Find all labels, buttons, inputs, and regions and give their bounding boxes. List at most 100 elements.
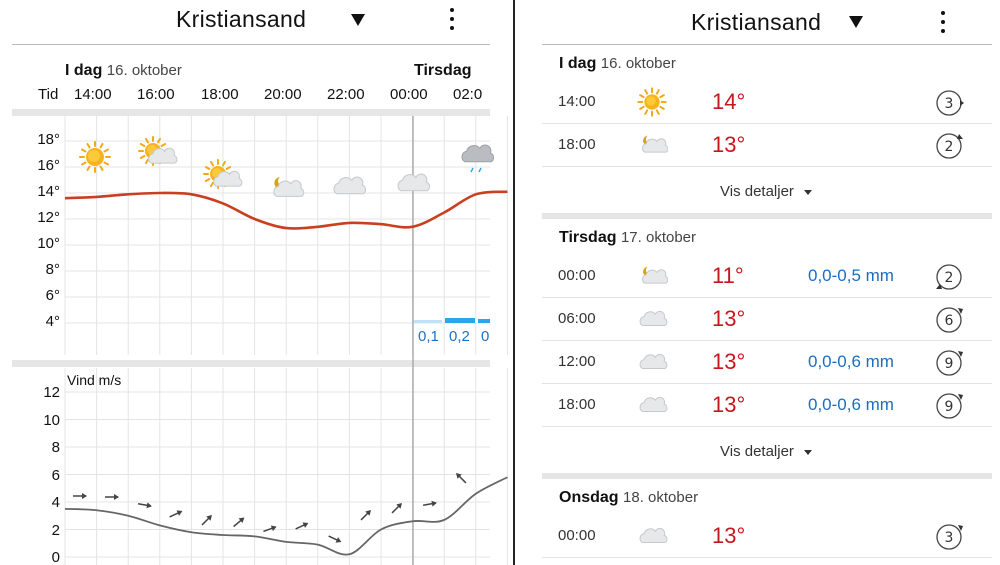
partly-sunny-icon <box>203 159 243 189</box>
svg-text:3: 3 <box>945 530 954 546</box>
location-title[interactable]: Kristiansand <box>691 9 822 35</box>
row-time: 18:00 <box>558 396 596 413</box>
forecast-row[interactable]: 06:00 13° 6 <box>542 298 992 341</box>
precip-label: 0,2 <box>449 328 470 345</box>
time-axis-label: Tid <box>38 86 59 103</box>
wind-direction-icon: 2 <box>936 264 962 290</box>
row-temperature: 13° <box>712 523 746 548</box>
row-time: 00:00 <box>558 267 596 284</box>
temp-y-tick: 14° <box>37 183 60 200</box>
wind-direction-icon: 3 <box>936 524 963 550</box>
time-label: 02:0 <box>453 86 483 103</box>
temp-y-tick: 4° <box>45 313 60 330</box>
svg-text:9: 9 <box>945 356 954 372</box>
precip-label: 0,1 <box>418 328 439 345</box>
precip-bar <box>478 319 490 323</box>
forecast-row[interactable]: 18:00 13° 2 <box>542 124 992 167</box>
wind-arrow-icon <box>137 502 152 509</box>
moon-cloud-icon <box>642 135 668 153</box>
wind-arrow-icon <box>169 510 183 518</box>
wind-arrow-icon <box>105 494 119 500</box>
moon-cloud-icon <box>642 135 668 153</box>
temp-y-tick: 8° <box>45 261 60 278</box>
row-temperature: 14° <box>712 89 746 114</box>
wind-direction-icon: 9 <box>936 393 963 419</box>
day-heading-today: I dag 16. oktober <box>65 62 182 79</box>
wind-y-tick: 6 <box>51 467 60 484</box>
row-temperature: 13° <box>712 349 746 374</box>
row-time: 06:00 <box>558 310 596 327</box>
wind-arrow-icon <box>422 500 437 507</box>
day-heading-tuesday: Tirsdag 17. oktober <box>559 229 697 246</box>
weather-symbols <box>79 136 495 197</box>
cloud-icon <box>639 396 668 413</box>
chevron-down-icon <box>803 189 812 195</box>
forecast-list-panel: Kristiansand I dag 16. oktober 14:00 14°… <box>515 0 1000 565</box>
cloud-icon <box>639 310 668 327</box>
wind-chart-title: Vind m/s <box>67 372 122 388</box>
row-temperature: 11° <box>712 263 744 288</box>
cloud-icon <box>333 176 367 195</box>
forecast-row[interactable]: 12:00 13° 0,0-0,6 mm 9 <box>542 341 992 384</box>
temperature-line <box>64 190 508 230</box>
row-temperature: 13° <box>712 132 746 157</box>
wind-arrow-icon <box>201 515 212 526</box>
wind-y-tick: 0 <box>51 549 60 565</box>
wind-arrow-icon <box>263 525 277 533</box>
wind-arrow-icon <box>295 522 309 530</box>
time-label: 22:00 <box>327 86 365 103</box>
row-time: 18:00 <box>558 136 596 153</box>
wind-arrow-icon <box>391 503 402 514</box>
wind-direction-icon: 2 <box>936 133 963 159</box>
chart-top-separator <box>12 109 490 116</box>
row-precipitation: 0,0-0,6 mm <box>808 352 894 371</box>
location-dropdown-icon[interactable] <box>351 14 365 26</box>
time-label: 18:00 <box>201 86 239 103</box>
temp-y-tick: 18° <box>37 131 60 148</box>
row-temperature: 13° <box>712 392 746 417</box>
more-menu-icon[interactable] <box>442 7 462 33</box>
row-time: 12:00 <box>558 353 596 370</box>
row-time: 14:00 <box>558 93 596 110</box>
forecast-row[interactable]: 00:00 13° 3 <box>542 515 992 558</box>
svg-text:6: 6 <box>945 313 954 329</box>
svg-text:2: 2 <box>945 270 954 286</box>
location-title[interactable]: Kristiansand <box>176 6 307 32</box>
precip-bar <box>414 320 442 323</box>
moon-cloud-icon <box>273 177 305 197</box>
section-separator <box>542 213 992 219</box>
moon-cloud-icon <box>642 266 668 284</box>
sun-icon <box>637 87 667 117</box>
cloud-icon <box>639 310 668 327</box>
wind-speed-line <box>64 476 508 556</box>
show-details-button[interactable]: Vis detaljer <box>720 443 812 460</box>
hourly-charts <box>64 116 508 565</box>
wind-y-tick: 10 <box>43 412 60 429</box>
wind-arrow-icon <box>328 535 342 543</box>
wind-arrows <box>73 473 467 543</box>
wind-direction-icon: 6 <box>936 307 963 333</box>
svg-text:3: 3 <box>945 96 954 112</box>
hourly-chart-panel: Kristiansand I dag 16. oktober Tirsdag T… <box>12 6 508 565</box>
sun-icon <box>637 87 667 117</box>
wind-direction-icon: 3 <box>936 90 964 116</box>
header-divider <box>542 44 992 45</box>
day-heading-today: I dag 16. oktober <box>559 55 676 72</box>
panel-divider <box>513 0 515 565</box>
svg-text:2: 2 <box>945 139 954 155</box>
location-dropdown-icon[interactable] <box>849 16 863 28</box>
temp-y-tick: 12° <box>37 209 60 226</box>
forecast-row[interactable]: 00:00 11° 0,0-0,5 mm 2 <box>542 255 992 298</box>
chart-middle-separator <box>12 360 490 367</box>
temp-y-tick: 16° <box>37 157 60 174</box>
forecast-row[interactable]: 18:00 13° 0,0-0,6 mm 9 <box>542 384 992 427</box>
wind-arrow-icon <box>456 473 467 484</box>
rain-cloud-icon <box>461 144 495 173</box>
forecast-row[interactable]: 14:00 14° 3 <box>542 81 992 124</box>
show-details-button[interactable]: Vis detaljer <box>720 183 812 200</box>
more-menu-icon[interactable] <box>933 10 953 36</box>
wind-arrow-icon <box>360 510 371 521</box>
precip-label: 0 <box>481 328 490 345</box>
header-divider <box>12 44 490 45</box>
temp-y-tick: 6° <box>45 287 60 304</box>
